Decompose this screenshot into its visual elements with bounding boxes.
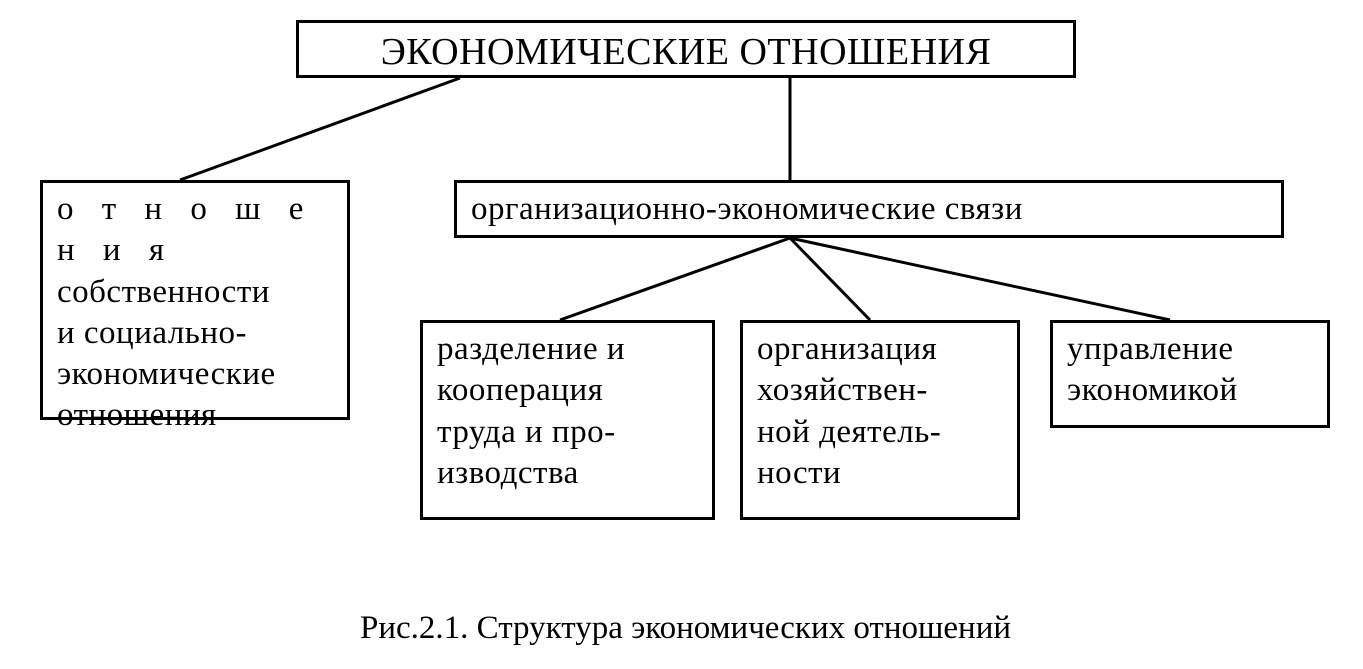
- node-c1: разделение и кооперация труда и про- изв…: [420, 320, 715, 520]
- edge-org-c2: [790, 238, 870, 320]
- edge-root-left: [180, 78, 460, 180]
- node-c3-line-1: экономикой: [1067, 370, 1313, 411]
- edge-org-c3: [790, 238, 1170, 320]
- node-c2-line-2: ной деятель-: [757, 412, 1003, 453]
- diagram-canvas: ЭКОНОМИЧЕСКИЕ ОТНОШЕНИЯ о т н о ш е н и …: [0, 0, 1363, 669]
- node-root-label: ЭКОНОМИЧЕСКИЕ ОТНОШЕНИЯ: [381, 31, 992, 73]
- node-root: ЭКОНОМИЧЕСКИЕ ОТНОШЕНИЯ: [296, 20, 1076, 78]
- node-c1-line-2: труда и про-: [437, 412, 698, 453]
- figure-caption-text: Рис.2.1. Структура экономических отношен…: [360, 610, 1011, 646]
- node-left-line-0: о т н о ш е н и я: [57, 189, 333, 272]
- node-c2-line-0: организация: [757, 329, 1003, 370]
- node-left-line-3: экономические: [57, 354, 333, 395]
- node-c2-line-3: ности: [757, 453, 1003, 494]
- node-c1-line-1: кооперация: [437, 370, 698, 411]
- node-c3: управление экономикой: [1050, 320, 1330, 428]
- node-left-line-2: и социально-: [57, 313, 333, 354]
- node-left-line-4: отношения: [57, 395, 333, 436]
- node-c3-line-0: управление: [1067, 329, 1313, 370]
- node-c2: организация хозяйствен- ной деятель- нос…: [740, 320, 1020, 520]
- node-left-line-1: собственности: [57, 272, 333, 313]
- node-c2-line-1: хозяйствен-: [757, 370, 1003, 411]
- figure-caption: Рис.2.1. Структура экономических отношен…: [360, 610, 1011, 647]
- node-org-label: организационно-экономические связи: [471, 191, 1023, 227]
- node-left: о т н о ш е н и я собственности и социал…: [40, 180, 350, 420]
- node-c1-line-3: изводства: [437, 453, 698, 494]
- node-c1-line-0: разделение и: [437, 329, 698, 370]
- edge-org-c1: [560, 238, 790, 320]
- node-org: организационно-экономические связи: [454, 180, 1284, 238]
